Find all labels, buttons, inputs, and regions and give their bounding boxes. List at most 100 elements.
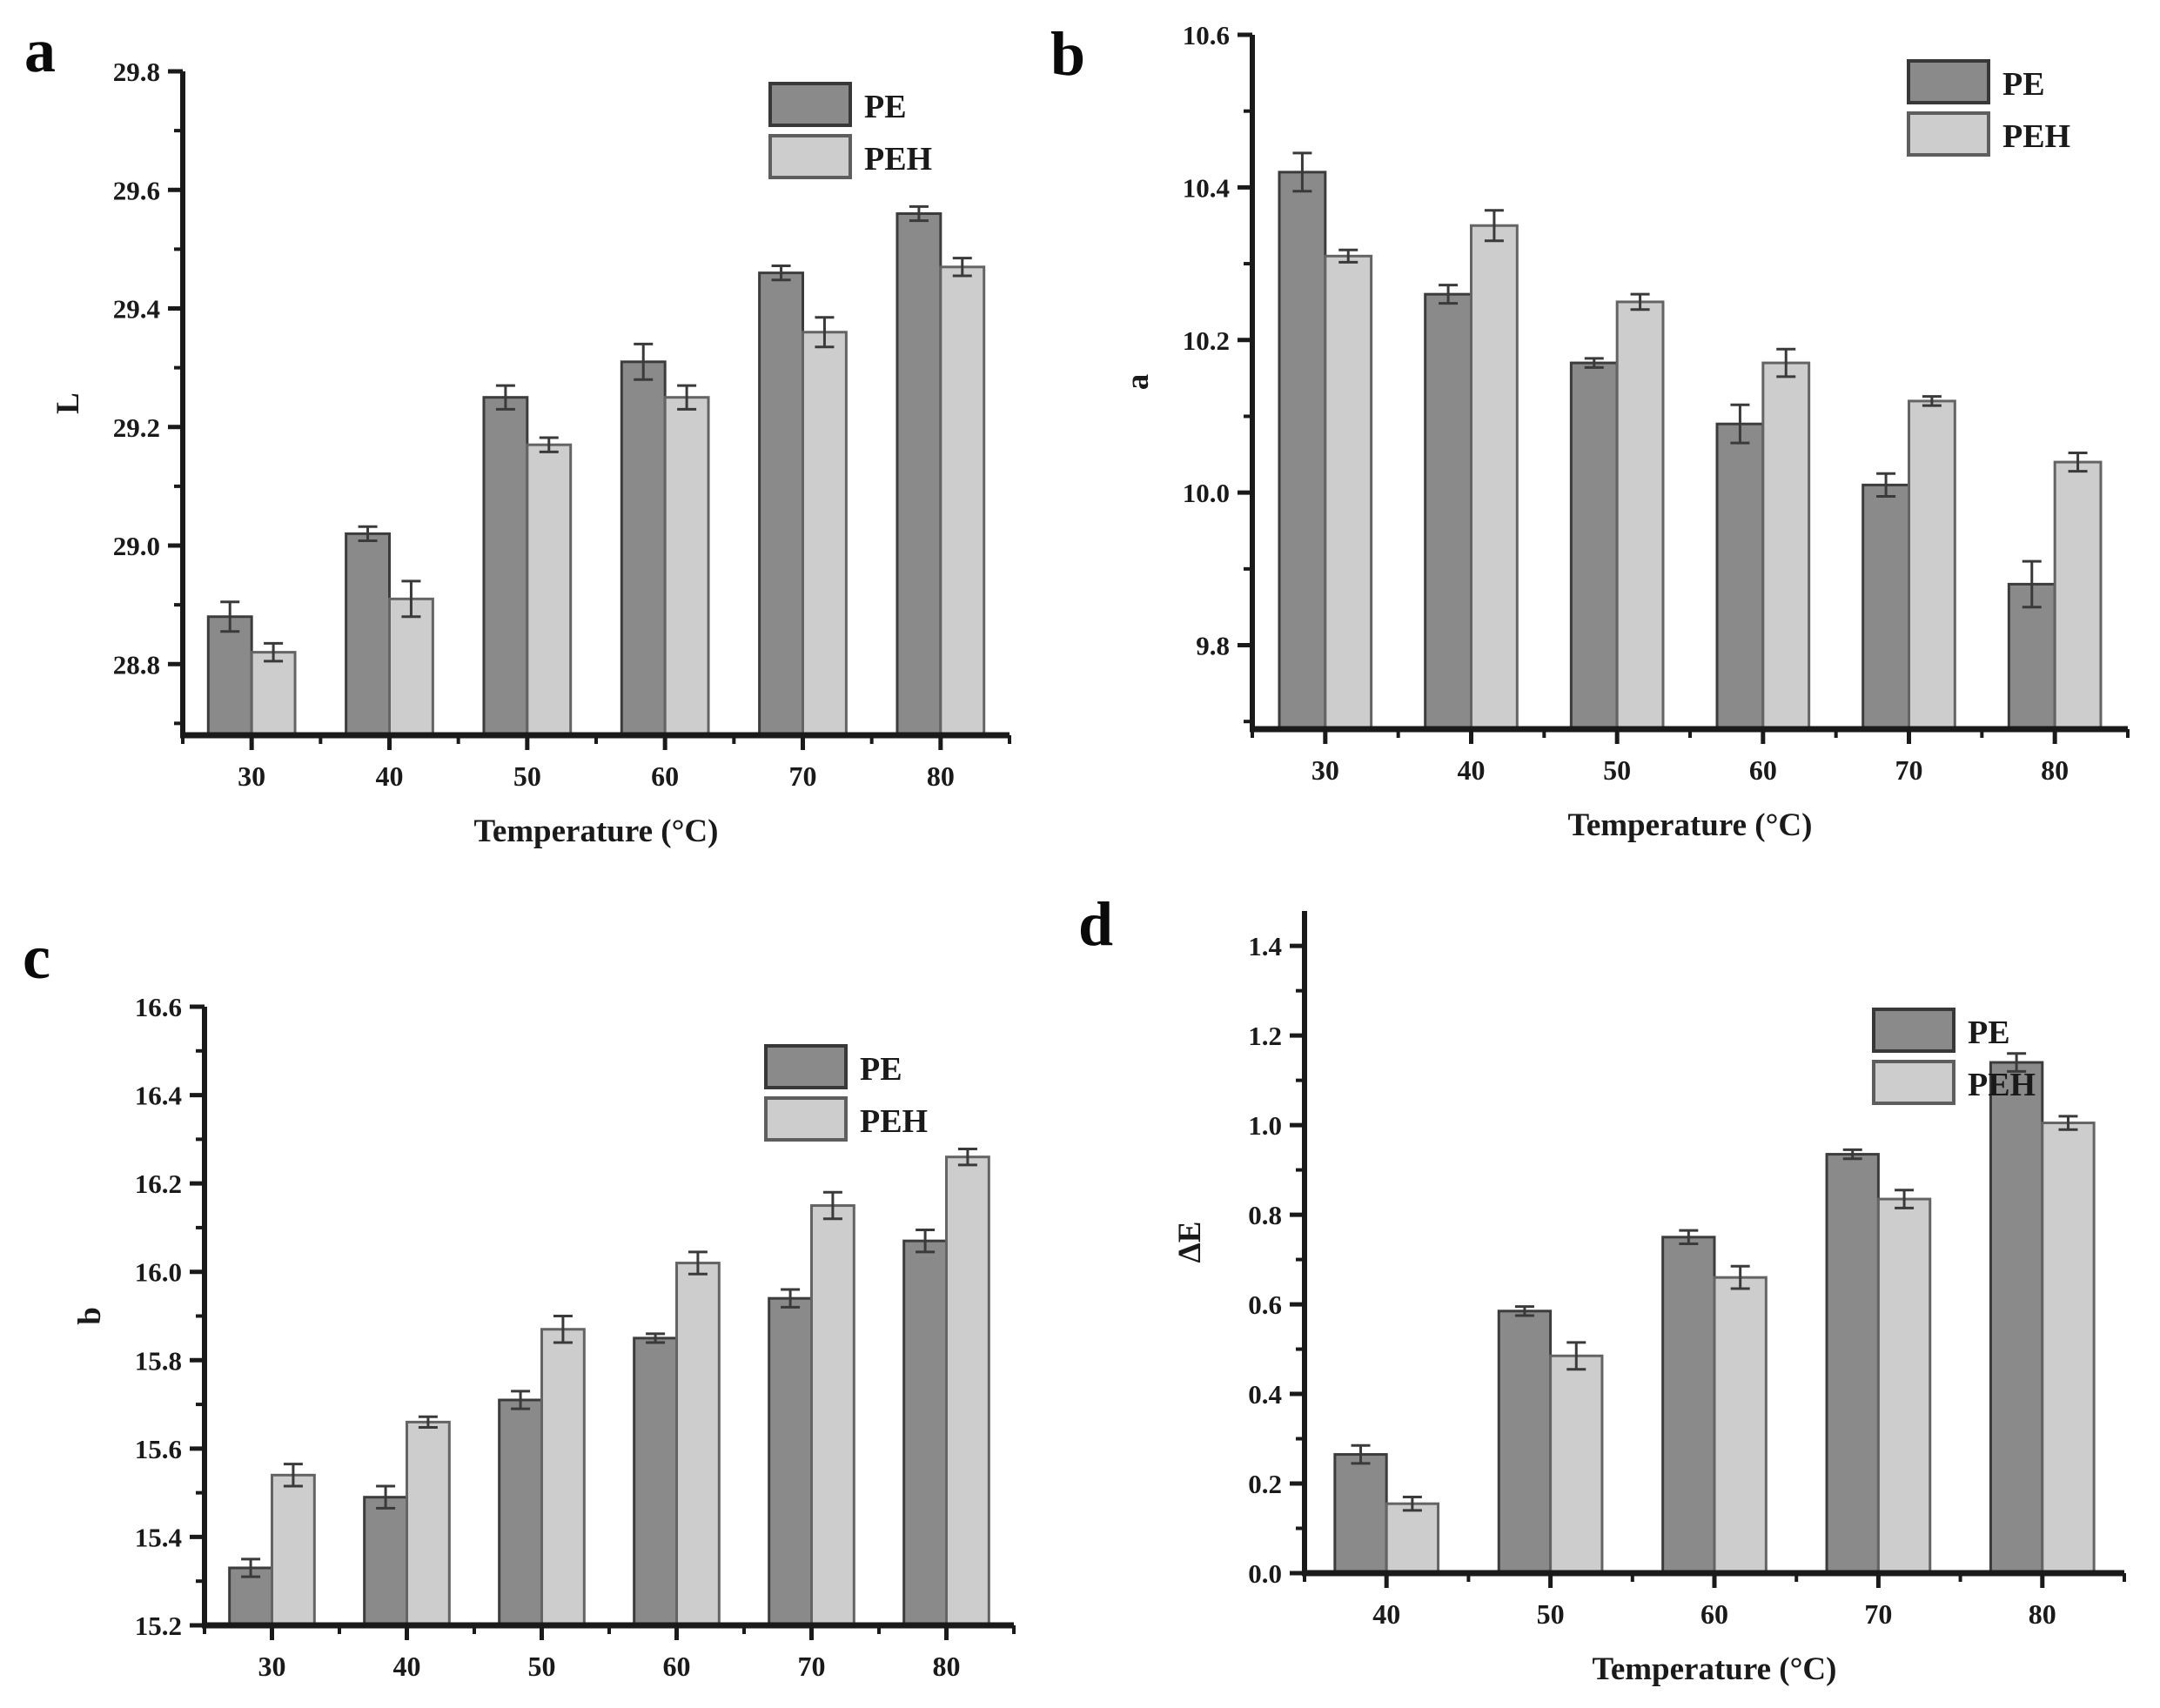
legend-swatch-peh — [1872, 1060, 1955, 1105]
y-axis-title: ΔE — [1172, 1222, 1208, 1263]
x-tick-label: 80 — [2041, 754, 2069, 786]
bar-peh-80 — [2053, 460, 2103, 731]
x-tick-label: 60 — [651, 760, 679, 792]
legend-swatch-pe — [764, 1044, 848, 1089]
bar-pe-60 — [1715, 422, 1765, 731]
legend-label-peh: PEH — [864, 141, 932, 177]
bar-peh-50 — [540, 1328, 586, 1627]
bar-pe-70 — [1861, 483, 1910, 731]
bar-pe-60 — [620, 360, 667, 737]
bar-peh-30 — [1324, 254, 1373, 731]
bar-chart-a-value: 9.8 10.0 10.2 10.4 10.6 30 40 50 60 70 80 Temperatu… — [1120, 20, 2130, 843]
bar-pe-60 — [633, 1336, 678, 1627]
bar-pe-30 — [206, 615, 253, 737]
legend-swatch-pe — [1907, 59, 1990, 104]
legend-swatch-peh — [764, 1096, 848, 1142]
y-tick-label: 29.6 — [113, 175, 160, 205]
panel-letter-d: d — [1078, 889, 1114, 959]
y-tick-label: 10.6 — [1183, 20, 1230, 50]
panel-letter-c: c — [23, 922, 50, 992]
bar-pe-40 — [1333, 1453, 1388, 1575]
bar-pe-40 — [363, 1496, 408, 1627]
y-tick-label: 29.4 — [113, 294, 160, 325]
y-tick-label: 29.8 — [113, 57, 160, 87]
panel-a: a 28.8 29.0 29.2 29.4 29.6 29.8 30 40 50 60 70 80 Te… — [0, 0, 1080, 854]
x-tick-label: 40 — [393, 1651, 421, 1682]
y-tick-label: 10.0 — [1183, 478, 1230, 508]
x-axis-title: Temperature (°C) — [474, 814, 719, 849]
bar-peh-70 — [1908, 399, 1956, 731]
y-axis-title: L — [50, 392, 86, 414]
y-tick-label: 0.4 — [1248, 1379, 1282, 1410]
x-tick-label: 60 — [1700, 1598, 1728, 1630]
bar-peh-80 — [945, 1155, 990, 1627]
bar-pe-50 — [1497, 1309, 1553, 1575]
y-tick-label: 16.4 — [135, 1081, 182, 1111]
y-tick-label: 16.2 — [135, 1169, 182, 1199]
panel-c: c 15.2 15.4 15.6 15.8 16.0 16.2 16.4 16.6 30 40 50… — [0, 854, 1080, 1708]
legend-swatch-pe — [768, 82, 852, 127]
legend-label-pe: PE — [1968, 1015, 2010, 1051]
bar-peh-40 — [388, 597, 434, 737]
panel-d: d 0.0 0.2 0.4 0.6 0.8 1.0 1.2 1.4 40 50 60 70 80 Temp… — [1078, 854, 2160, 1708]
bar-peh-50 — [1615, 300, 1665, 731]
y-tick-label: 1.0 — [1248, 1110, 1282, 1141]
bar-pe-80 — [902, 1239, 949, 1627]
bar-peh-40 — [1385, 1502, 1440, 1575]
y-tick-label: 10.2 — [1183, 325, 1230, 356]
y-tick-label: 29.2 — [113, 412, 160, 443]
x-tick-label: 70 — [789, 760, 817, 792]
legend-label-pe: PE — [860, 1051, 902, 1088]
bar-peh-60 — [1761, 361, 1811, 731]
y-tick-label: 1.2 — [1248, 1021, 1282, 1051]
bar-peh-30 — [250, 651, 297, 737]
legend-label-pe: PE — [864, 89, 907, 125]
panel-letter-b: b — [1050, 19, 1086, 89]
x-tick-label: 80 — [2029, 1598, 2056, 1630]
bar-chart-L: 28.8 29.0 29.2 29.4 29.6 29.8 30 40 50 60 70 80 Temp… — [50, 57, 1011, 849]
bar-pe-60 — [1661, 1236, 1716, 1575]
x-tick-label: 80 — [933, 1651, 961, 1682]
bar-pe-50 — [1569, 361, 1619, 731]
bar-peh-80 — [939, 265, 986, 737]
bar-pe-30 — [1278, 171, 1327, 731]
x-tick-label: 40 — [1372, 1598, 1400, 1630]
legend-swatch-peh — [768, 134, 852, 179]
legend-swatch-pe — [1872, 1008, 1955, 1053]
x-tick-label: 50 — [1537, 1598, 1565, 1630]
bar-pe-50 — [482, 396, 529, 737]
x-tick-label: 60 — [663, 1651, 691, 1682]
bar-peh-80 — [2041, 1122, 2096, 1575]
x-tick-label: 50 — [1603, 754, 1631, 786]
bar-pe-80 — [896, 212, 942, 737]
y-tick-label: 10.4 — [1183, 172, 1230, 203]
bar-pe-40 — [345, 532, 391, 737]
bar-chart-deltaE: 0.0 0.2 0.4 0.6 0.8 1.0 1.2 1.4 40 50 60 70 80 Temper… — [1172, 911, 2126, 1687]
y-tick-label: 0.6 — [1248, 1289, 1282, 1320]
x-tick-label: 30 — [258, 1651, 286, 1682]
bar-peh-40 — [406, 1420, 451, 1627]
legend-label-pe: PE — [2002, 66, 2045, 103]
y-tick-label: 0.2 — [1248, 1469, 1282, 1499]
bar-peh-60 — [663, 396, 710, 737]
y-axis-title: b — [72, 1307, 108, 1325]
x-tick-label: 30 — [1311, 754, 1339, 786]
bar-pe-50 — [498, 1398, 543, 1627]
x-tick-label: 70 — [798, 1651, 826, 1682]
bar-peh-60 — [675, 1262, 721, 1627]
bar-pe-70 — [1825, 1153, 1880, 1575]
legend-swatch-peh — [1907, 111, 1990, 157]
y-axis-title: a — [1120, 374, 1156, 391]
y-tick-label: 0.8 — [1248, 1200, 1282, 1230]
y-tick-label: 9.8 — [1196, 631, 1230, 661]
x-tick-label: 50 — [528, 1651, 556, 1682]
bar-pe-40 — [1424, 292, 1472, 731]
panel-letter-a: a — [24, 16, 56, 85]
bar-peh-40 — [1470, 224, 1519, 731]
bar-pe-70 — [758, 271, 804, 737]
x-axis-title: Temperature (°C) — [1593, 1651, 1837, 1687]
bar-pe-70 — [768, 1296, 813, 1627]
x-tick-label: 30 — [238, 760, 265, 792]
y-tick-label: 16.6 — [135, 992, 182, 1022]
